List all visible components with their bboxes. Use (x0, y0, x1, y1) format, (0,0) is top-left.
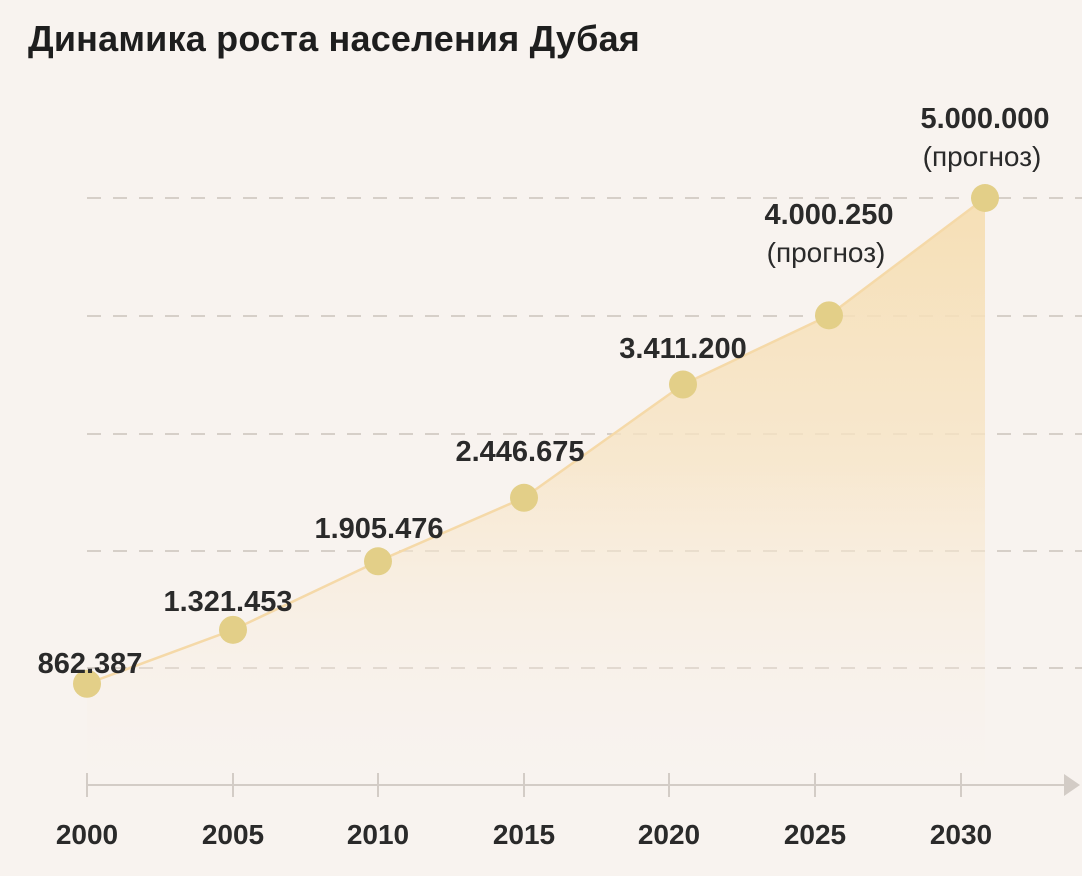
data-point (669, 370, 697, 399)
chart-title: Динамика роста населения Дубая (28, 18, 641, 59)
value-label: 4.000.250 (764, 199, 893, 231)
value-label: 5.000.000 (920, 103, 1049, 135)
x-tick-label: 2010 (347, 819, 409, 850)
value-label: 2.446.675 (455, 436, 584, 468)
x-tick-label: 2000 (56, 819, 118, 850)
data-markers (73, 184, 999, 698)
forecast-note: (прогноз) (923, 141, 1042, 172)
data-point (73, 669, 101, 698)
data-labels: 862.387 1.321.453 1.905.476 2.446.675 3.411.… (38, 103, 1050, 680)
x-tick-label: 2015 (493, 819, 555, 850)
x-axis: 2000 2005 2010 2015 2020 2025 2030 (56, 773, 1080, 850)
data-point (815, 301, 843, 330)
forecast-note: (прогноз) (767, 237, 886, 268)
data-point (510, 483, 538, 512)
x-tick-label: 2025 (784, 819, 846, 850)
data-point (219, 615, 247, 644)
value-label: 862.387 (38, 648, 143, 680)
x-tick-label: 2005 (202, 819, 264, 850)
value-label: 1.905.476 (314, 513, 443, 545)
value-label: 3.411.200 (619, 333, 746, 365)
data-point (364, 547, 392, 576)
x-axis-arrow (1064, 774, 1080, 796)
data-point (971, 184, 999, 212)
x-tick-label: 2030 (930, 819, 992, 850)
value-label: 1.321.453 (163, 586, 292, 618)
x-tick-label: 2020 (638, 819, 700, 850)
